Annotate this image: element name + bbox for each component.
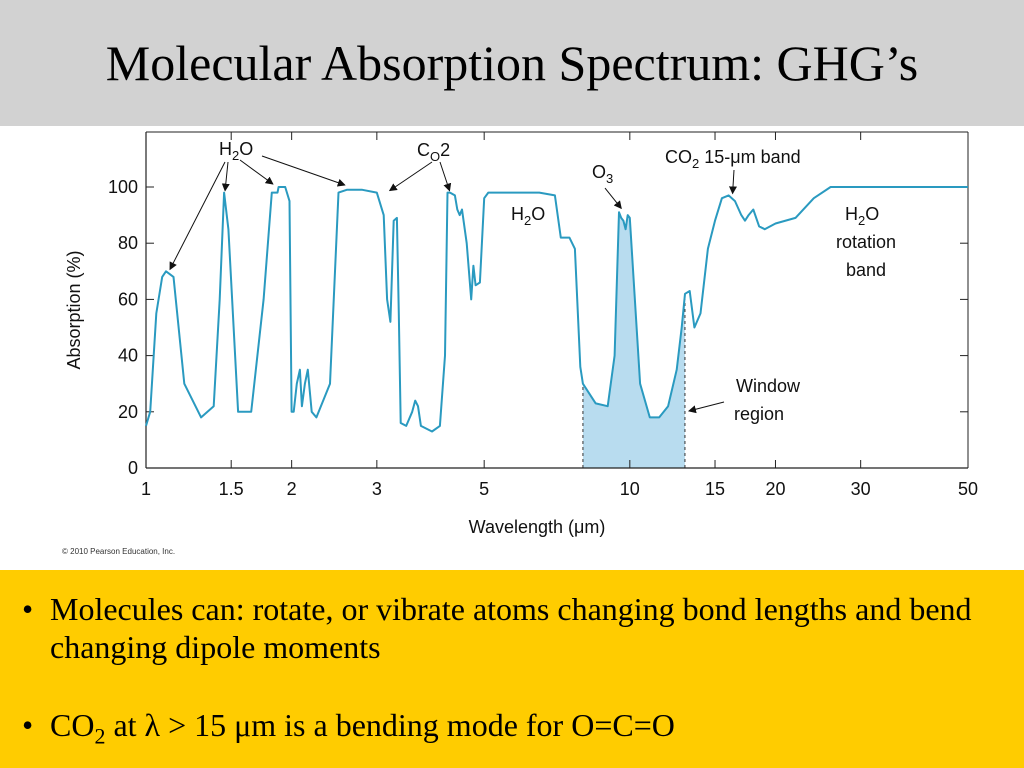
- bullet-text: CO2 at λ > 15 μm is a bending mode for O…: [50, 706, 1010, 755]
- label-band: band: [846, 260, 886, 280]
- x-axis-label: Wavelength (μm): [469, 517, 606, 537]
- arrow-h2o-4: [261, 155, 346, 187]
- label-h2o-mid: H2O: [511, 204, 545, 228]
- arrow-h2o-2: [221, 161, 230, 192]
- arrow-co2-1: [388, 161, 433, 192]
- title-bar: [0, 0, 1024, 126]
- absorption-curve: [145, 186, 968, 433]
- bullet-text-prefix: CO: [50, 707, 95, 743]
- x-tick-label: 50: [958, 479, 978, 499]
- x-tick-label: 2: [287, 479, 297, 499]
- x-tick-label: 1: [141, 479, 151, 499]
- arrow-o3: [604, 187, 622, 210]
- y-tick-label: 100: [108, 177, 138, 197]
- x-tick-label: 30: [851, 479, 871, 499]
- absorption-chart: 0 20 40 60 80 100 1 1.5 2 3 5 10 15 20 30 50 Wavelength …: [64, 131, 978, 537]
- bullet-text-subscript: 2: [94, 723, 106, 749]
- arrow-window: [687, 401, 725, 414]
- y-tick-label: 0: [128, 458, 138, 478]
- window-region-fill: [582, 212, 685, 468]
- copyright-text: © 2010 Pearson Education, Inc.: [62, 547, 176, 556]
- y-tick-label: 40: [118, 346, 138, 366]
- slide-title: Molecular Absorption Spectrum: GHG’s: [105, 35, 919, 91]
- label-co2-main: CO2: [417, 140, 450, 164]
- bullet-panel: • Molecules can: rotate, or vibrate atom…: [0, 570, 1024, 768]
- label-region: region: [734, 404, 784, 424]
- bullet-text-suffix: at λ > 15 μm is a bending mode for O=C=O: [105, 707, 675, 743]
- chart-area: 0 20 40 60 80 100 1 1.5 2 3 5 10 15 20 30 50 Wavelength …: [0, 126, 1024, 570]
- label-h2o-rotation: H2O: [845, 204, 879, 228]
- bullet-dot: •: [22, 591, 34, 627]
- y-axis-label: Absorption (%): [64, 250, 84, 369]
- y-tick-label: 80: [118, 233, 138, 253]
- x-tick-label: 15: [705, 479, 725, 499]
- label-co2-15um: CO2 15-μm band: [665, 147, 801, 171]
- x-tick-label: 20: [765, 479, 785, 499]
- arrow-h2o-1: [169, 161, 226, 271]
- label-rotation: rotation: [836, 232, 896, 252]
- x-tick-label: 3: [372, 479, 382, 499]
- x-tick-label: 5: [479, 479, 489, 499]
- arrow-co2-15um: [729, 169, 737, 195]
- arrow-h2o-3: [239, 159, 274, 185]
- arrow-co2-2: [439, 161, 452, 192]
- label-window: Window: [736, 376, 801, 396]
- y-tick-label: 60: [118, 289, 138, 309]
- x-tick-label: 1.5: [219, 479, 244, 499]
- label-o3: O3: [592, 162, 613, 186]
- bullet-dot: •: [22, 707, 34, 743]
- label-h2o-main: H2O: [219, 139, 253, 163]
- x-tick-label: 10: [620, 479, 640, 499]
- bullet-text: Molecules can: rotate, or vibrate atoms …: [50, 591, 972, 665]
- y-tick-label: 20: [118, 402, 138, 422]
